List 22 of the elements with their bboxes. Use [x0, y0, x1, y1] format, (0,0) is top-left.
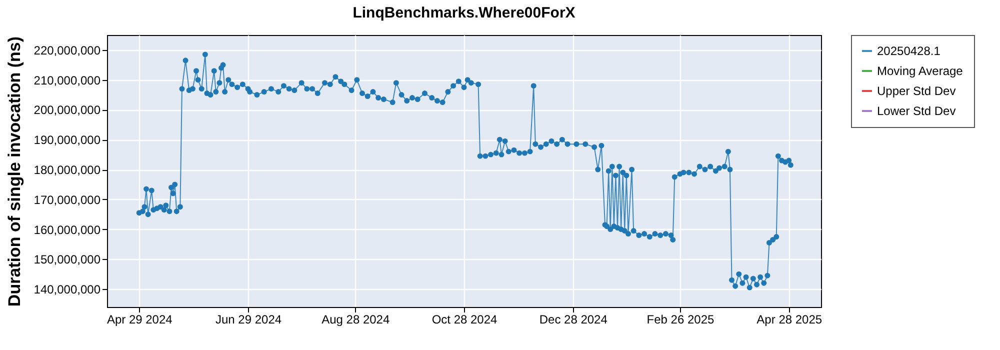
y-tick-label: 190,000,000	[34, 133, 101, 148]
y-tick-label: 150,000,000	[34, 252, 101, 267]
chart-title: LinqBenchmarks.Where00ForX	[352, 4, 576, 22]
y-tick-label: 180,000,000	[34, 163, 101, 178]
y-tick-label: 220,000,000	[34, 43, 101, 58]
y-axis-title: Duration of single invocation (ns)	[4, 36, 24, 307]
y-tick-label: 170,000,000	[34, 192, 101, 207]
y-tick-label: 210,000,000	[34, 73, 101, 88]
legend-label: Moving Average	[877, 64, 964, 78]
x-tick-label: Apr 28 2025	[756, 312, 822, 326]
y-tick-label: 200,000,000	[34, 103, 101, 118]
x-tick-label: Feb 26 2025	[646, 312, 715, 326]
y-tick-label: 160,000,000	[34, 222, 101, 237]
legend-label: Lower Std Dev	[877, 104, 956, 118]
x-tick-label: Apr 29 2024	[106, 312, 173, 326]
x-tick-label: Aug 28 2024	[322, 312, 390, 326]
legend-label: Upper Std Dev	[877, 84, 956, 98]
x-tick-label: Oct 28 2024	[432, 312, 498, 326]
legend-label: 20250428.1	[877, 44, 941, 58]
y-tick-label: 140,000,000	[34, 282, 101, 297]
x-tick-label: Jun 29 2024	[215, 312, 282, 326]
x-tick-label: Dec 28 2024	[539, 312, 608, 326]
